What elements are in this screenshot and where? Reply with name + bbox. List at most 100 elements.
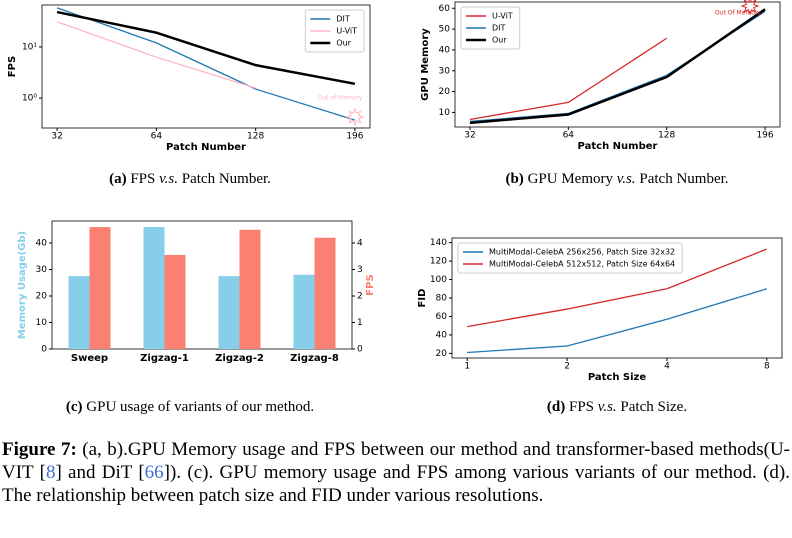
bar [89,227,111,349]
y-tick-label: 30 [36,265,48,275]
y-tick-label: 30 [439,66,451,76]
y-tick-label: 10 [36,318,48,328]
x-tick-label: 64 [151,132,163,142]
y-tick-label: 80 [436,294,448,304]
plot-frame [41,4,371,129]
caption-text: ] and DiT [ [55,462,145,483]
legend-label: DIT [492,24,506,33]
y-axis-label: FID [417,289,428,308]
x-tick-label: 4 [664,362,670,372]
bar [68,276,90,349]
y-tick-label: 20 [36,291,48,301]
caption-label: Figure 7: [2,439,77,460]
y-tick-label: 60 [439,4,451,14]
x-tick-label: 32 [464,131,475,141]
y-tick-label: 10¹ [22,42,37,52]
citation[interactable]: 66 [144,462,164,483]
citation[interactable]: 8 [45,462,56,483]
subcaption-part: Patch Number. [182,171,271,187]
subcaption: (a) FPS v.s. Patch Number. [109,171,271,187]
bar [239,229,261,349]
y-tick-label: 20 [439,87,451,97]
y-tick-label: 0 [41,345,47,355]
x-tick-label: 196 [346,132,363,142]
subcaption: (c) GPU usage of variants of our method. [66,399,314,415]
oom-marker [740,0,760,16]
series-line [469,8,766,125]
subcaption-part: Patch Number. [639,171,728,187]
annotation: Out Of Memory [715,10,761,17]
series-line [56,10,356,86]
series-line [467,288,768,354]
x-tick-label: 2 [564,362,570,372]
subcaption-part: (c) [66,399,83,415]
caption-text: ]). (c). GPU memory usage and FPS among … [2,462,790,506]
legend-box [304,9,365,53]
figure-caption: Figure 7: (a, b).GPU Memory usage and FP… [2,438,790,507]
bar [164,254,186,349]
subcaption-part: v.s. [159,171,178,187]
bar [293,274,315,349]
y-tick-label: 10⁰ [22,94,37,104]
y2-tick-label: 1 [357,318,363,328]
y-tick-label: 40 [439,45,451,55]
x-tick-label: 8 [764,362,770,372]
y-axis-label: FPS [7,56,18,77]
legend-box [460,6,521,50]
legend-label: MultiModal-CelebA 512x512, Patch Size 64… [489,260,675,269]
y2-tick-label: 2 [357,291,363,301]
y-tick-label: 20 [436,349,448,359]
y-axis-label: Memory Usage(Gb) [17,231,28,339]
y-tick-label: 40 [436,330,448,340]
bar [143,227,165,349]
legend-label: Our [492,36,507,45]
y-tick-label: 40 [36,238,48,248]
subcaption-part: Patch Size. [620,399,687,415]
subcaption-part: v.s. [617,171,636,187]
y-tick-label: 60 [436,312,448,322]
subcaption-part: (d) [547,399,565,415]
oom-marker [345,107,365,127]
x-tick-label: 128 [247,132,264,142]
subcaption: (d) FPS v.s. Patch Size. [547,399,687,415]
annotation: Out of Memory [318,95,363,102]
series-line [56,21,256,89]
caption-text: (a, b).GPU Memory usage and FPS between … [2,439,791,483]
x-tick-label: Zigzag-8 [290,353,339,364]
x-axis-label: Patch Number [166,142,246,153]
subcaption-part: GPU usage of variants of our method. [86,399,314,415]
x-tick-label: 196 [756,131,773,141]
y-tick-label: 10 [439,108,451,118]
legend-label: DIT [336,15,350,24]
x-axis-label: Patch Size [588,372,647,383]
y-tick-label: 100 [430,275,447,285]
x-tick-label: Zigzag-1 [140,353,189,364]
legend-label: Our [336,39,351,48]
x-tick-label: 1 [464,362,470,372]
subcaption: (b) GPU Memory v.s. Patch Number. [505,171,728,187]
y-axis-label: GPU Memory [420,28,431,101]
x-tick-label: Sweep [71,353,108,364]
y-tick-label: 50 [439,25,451,35]
y2-tick-label: 0 [357,345,363,355]
x-tick-label: 32 [51,132,62,142]
bar [314,237,336,349]
bar [218,276,240,349]
series-line [56,7,356,121]
legend-label: MultiModal-CelebA 256x256, Patch Size 32… [489,248,675,257]
subcaption-part: FPS [130,171,155,187]
y2-tick-label: 3 [357,265,363,275]
legend-label: U-ViT [492,12,513,21]
series-line [469,37,668,121]
legend-label: U-ViT [336,27,357,36]
y2-tick-label: 4 [357,238,363,248]
plot-frame [454,1,781,128]
subcaption-part: (b) [505,171,523,187]
series-line [467,248,768,328]
plot-frame [51,220,353,350]
x-tick-label: 64 [563,131,575,141]
subcaption-part: v.s. [598,399,617,415]
x-axis-label: Patch Number [578,141,658,152]
